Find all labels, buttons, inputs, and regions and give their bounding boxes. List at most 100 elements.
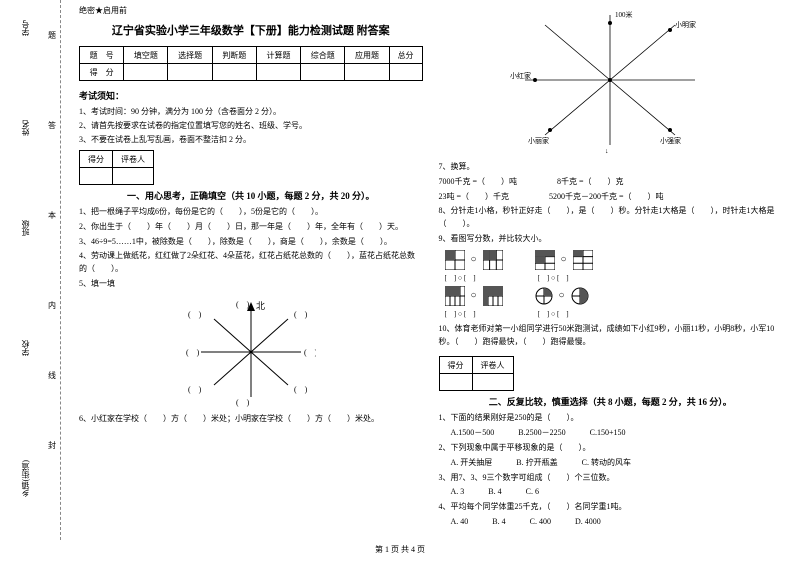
cell [256,64,300,81]
row-label: 得 分 [80,64,124,81]
section-title: 一、用心思考，正确填空（共 10 小题，每题 2 分，共 20 分）。 [79,189,423,202]
section-title: 二、反复比较，慎重选择（共 8 小题，每题 2 分，共 16 分）。 [439,395,783,408]
circle-icon [571,287,589,305]
dash-label: 线 [48,370,56,381]
options: A.1500－500 B.2500－2250 C.150+150 [439,427,783,440]
compare-circle: ○ [471,254,477,265]
circle-icon [535,287,553,305]
question: 23吨 =（ ）千克 5200千克－200千克 =（ ）吨 [439,191,783,204]
grid-icon [445,286,465,306]
svg-text:( ): ( ) [304,348,316,357]
fraction-blank: [ ] ○ [ ] [445,273,476,283]
cell [389,64,422,81]
th: 填空题 [124,47,168,64]
side-label-class: 班级 [20,220,31,236]
question: 7000千克 =（ ）吨 8千克 =（ ）克 [439,176,783,189]
question: 2、下列现象中属于平移现象的是（ ）。 [439,442,783,455]
question: 3、用7、3、9三个数字可组成（ ）个三位数。 [439,472,783,485]
fraction-blank: [ ] ○ [ ] [538,309,569,319]
left-column: 绝密★启用前 辽宁省实验小学三年级数学【下册】能力检测试题 附答案 题 号 填空… [71,5,431,535]
svg-text:( ): ( ) [188,310,202,319]
grid-row: ○ ○ [445,250,783,270]
right-column: 100米 小明家 小红家 小丽家 小强家 ↓ 7、换算。 7000千克 =（ ）… [431,5,791,535]
content-area: 绝密★启用前 辽宁省实验小学三年级数学【下册】能力检测试题 附答案 题 号 填空… [61,0,800,540]
score-label: 得分 [80,151,113,168]
notice-item: 3、不要在试卷上乱写乱画，卷面不整洁扣 2 分。 [79,134,423,146]
question: 5、填一填 [79,278,423,291]
grader-box: 得分评卷人 [79,150,154,185]
grid-icon [483,286,503,306]
location-diagram: 100米 小明家 小红家 小丽家 小强家 ↓ [510,5,710,155]
th: 应用题 [345,47,389,64]
cell [472,374,513,391]
fraction-blank: [ ] ○ [ ] [538,273,569,283]
dash-label: 内 [48,300,56,311]
grid-icon [483,250,503,270]
cell [124,64,168,81]
th: 题 号 [80,47,124,64]
grid-icon [535,250,555,270]
svg-text:( ): ( ) [236,398,250,407]
page-container: 学号 姓名 班级 学校 乡镇(街道) 题 答 本 内 线 封 绝密★启用前 辽宁… [0,0,800,540]
score-summary-table: 题 号 填空题 选择题 判断题 计算题 综合题 应用题 总分 得 分 [79,46,423,81]
loc-label: 小强家 [660,136,681,145]
binding-column: 学号 姓名 班级 学校 乡镇(街道) 题 答 本 内 线 封 [0,0,61,540]
question: 1、把一根绳子平均成6份，每份是它的（ ），5份是它的（ ）。 [79,206,423,219]
north-label: 北 [256,301,265,311]
fraction-blank: [ ] ○ [ ] [445,309,476,319]
grader-label: 评卷人 [113,151,154,168]
grid-icon [573,250,593,270]
question: 9、看图写分数，并比较大小。 [439,233,783,246]
side-label-town: 乡镇(街道) [20,460,31,497]
loc-label: 小红家 [510,71,531,80]
question: 4、劳动课上做纸花，红红做了2朵红花、4朵蓝花，红花占纸花总数的（ ），蓝花占纸… [79,250,423,276]
dash-label: 封 [48,440,56,451]
table-row: 得 分 [80,64,423,81]
question: 6、小红家在学校（ ）方（ ）米处；小明家在学校（ ）方（ ）米处。 [79,413,423,426]
dash-label: 题 [48,30,56,41]
cell [212,64,256,81]
dist-label: 100米 [615,10,633,19]
fraction-grids: ○ ○ [ ] ○ [ ] [ ] ○ [ ] ○ [445,250,783,319]
options: A. 3 B. 4 C. 6 [439,486,783,499]
table-row: 题 号 填空题 选择题 判断题 计算题 综合题 应用题 总分 [80,47,423,64]
cell [345,64,389,81]
options: A. 开关抽屉 B. 拧开瓶盖 C. 转动的风车 [439,457,783,470]
side-label-school: 学校 [20,340,31,356]
grader-label: 评卷人 [472,357,513,374]
cell [439,374,472,391]
question: 1、下面的结果刚好是250的是（ ）。 [439,412,783,425]
grader-box: 得分评卷人 [439,356,514,391]
cell [113,168,154,185]
question: 10、体育老师对第一小组同学进行50米跑测试，成绩如下小红9秒，小丽11秒，小明… [439,323,783,349]
th: 选择题 [168,47,212,64]
fraction-row: [ ] ○ [ ] [ ] ○ [ ] [445,273,783,283]
side-label-name: 姓名 [20,120,31,136]
grid-icon [445,250,465,270]
compare-circle: ○ [471,290,477,301]
options: A. 40 B. 4 C. 400 D. 4000 [439,516,783,529]
exam-title: 辽宁省实验小学三年级数学【下册】能力检测试题 附答案 [79,22,423,38]
question: 8、分针走1小格，秒针正好走（ ），是（ ）秒。分针走1大格是（ ），时针走1大… [439,205,783,231]
svg-text:( ): ( ) [294,385,308,394]
cell [168,64,212,81]
compare-circle: ○ [561,254,567,265]
dash-label: 本 [48,210,56,221]
dash-label: 答 [48,120,56,131]
svg-text:( ): ( ) [236,300,250,309]
notice-title: 考试须知： [79,89,423,102]
th: 综合题 [301,47,345,64]
th: 判断题 [212,47,256,64]
notice-item: 1、考试时间：90 分钟，满分为 100 分（含卷面分 2 分）。 [79,106,423,118]
loc-label: 小明家 [675,20,696,29]
side-label-id: 学号 [20,20,31,36]
th: 总分 [389,47,422,64]
th: 计算题 [256,47,300,64]
confidential-label: 绝密★启用前 [79,5,423,16]
score-label: 得分 [439,357,472,374]
question: 2、你出生于（ ）年（ ）月（ ）日，那一年是（ ）年，全年有（ ）天。 [79,221,423,234]
svg-text:( ): ( ) [188,385,202,394]
fraction-row: [ ] ○ [ ] [ ] ○ [ ] [445,309,783,319]
svg-text:( ): ( ) [294,310,308,319]
loc-label: 小丽家 [528,136,549,145]
